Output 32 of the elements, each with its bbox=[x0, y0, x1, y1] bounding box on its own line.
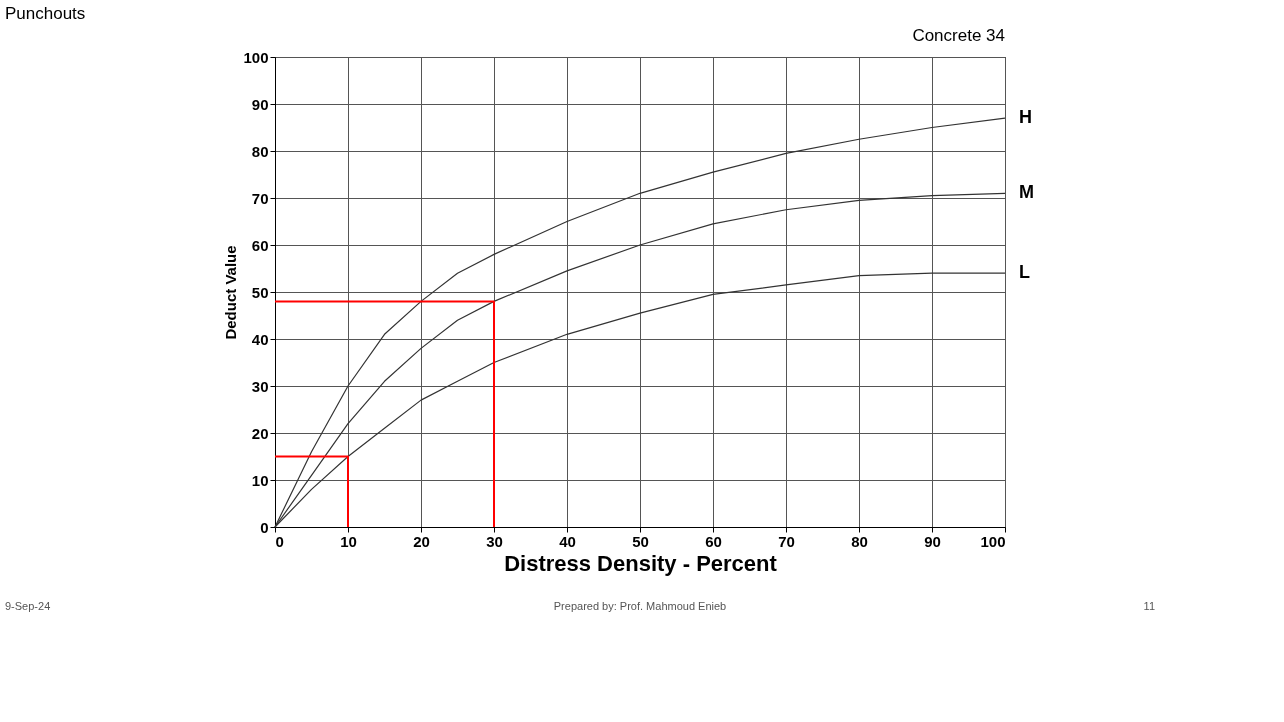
y-tick-label: 30 bbox=[251, 377, 269, 395]
x-tick-label: 90 bbox=[924, 532, 941, 550]
series-label: L bbox=[1019, 262, 1030, 283]
text: 9-Sep-24 bbox=[5, 600, 51, 612]
text: Prepared by: Prof. Mahmoud Enieb bbox=[553, 600, 727, 612]
x-tick-label: 70 bbox=[778, 532, 795, 550]
text: Punchouts bbox=[5, 4, 86, 23]
x-tick-label: 50 bbox=[632, 532, 649, 550]
x-tick-label: 0 bbox=[275, 532, 284, 550]
text: 11 bbox=[1143, 600, 1155, 612]
series-label: M bbox=[1019, 182, 1034, 203]
x-tick-label: 10 bbox=[340, 532, 357, 550]
y-tick-label: 90 bbox=[251, 95, 269, 113]
x-tick-label: 60 bbox=[705, 532, 722, 550]
x-tick-label: 30 bbox=[486, 532, 503, 550]
series-label: H bbox=[1019, 107, 1032, 128]
y-tick-label: 0 bbox=[260, 518, 269, 536]
y-axis-title: Deduct Value bbox=[222, 245, 240, 340]
y-tick-label: 10 bbox=[251, 471, 269, 489]
y-tick-label: 100 bbox=[243, 48, 269, 66]
y-tick-label: 40 bbox=[251, 330, 269, 348]
x-tick-label: 40 bbox=[559, 532, 576, 550]
y-tick-label: 20 bbox=[251, 424, 269, 442]
y-tick-label: 80 bbox=[251, 142, 269, 160]
x-axis-title: Distress Density - Percent bbox=[504, 550, 778, 576]
y-tick-label: 50 bbox=[251, 283, 269, 301]
x-tick-label: 80 bbox=[851, 532, 868, 550]
y-tick-label: 60 bbox=[251, 236, 269, 254]
y-tick-label: 70 bbox=[251, 189, 269, 207]
x-tick-label: 20 bbox=[413, 532, 430, 550]
x-tick-label: 100 bbox=[980, 532, 1006, 550]
chart-subtitle: Concrete 34 bbox=[912, 26, 1005, 45]
